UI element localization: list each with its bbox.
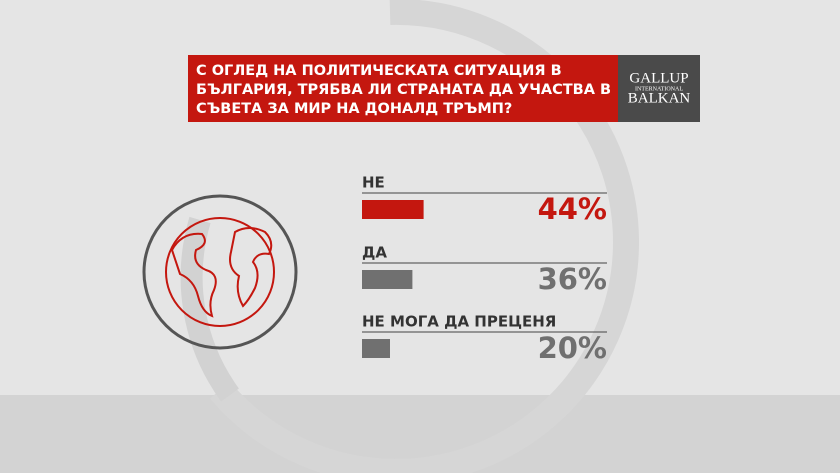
logo-box [618, 55, 700, 122]
title-line: С ОГЛЕД НА ПОЛИТИЧЕСКАТА СИТУАЦИЯ В [196, 63, 562, 79]
category-label: ДА [362, 244, 387, 262]
bar [362, 200, 424, 219]
title-line: СЪВЕТА ЗА МИР НА ДОНАЛД ТРЪМП? [196, 101, 512, 117]
logo-text: GALLUP [629, 70, 688, 86]
value-label: 20% [538, 331, 607, 365]
category-label: НЕ [362, 174, 385, 192]
value-label: 36% [538, 262, 607, 296]
title-line: БЪЛГАРИЯ, ТРЯБВА ЛИ СТРАНАТА ДА УЧАСТВА … [196, 82, 611, 98]
decor-arc [210, 0, 639, 473]
value-label: 44% [538, 192, 607, 226]
logo-text: INTERNATIONAL [635, 86, 683, 92]
title-box [188, 55, 618, 122]
bar [362, 270, 413, 289]
chart: С ОГЛЕД НА ПОЛИТИЧЕСКАТА СИТУАЦИЯ В БЪЛГА… [196, 63, 611, 365]
decor-arc [180, 216, 239, 402]
category-label: НЕ МОГА ДА ПРЕЦЕНЯ [362, 313, 556, 331]
bar [362, 339, 390, 358]
globe-icon [142, 194, 298, 350]
logo-text: BALKAN [628, 90, 691, 106]
